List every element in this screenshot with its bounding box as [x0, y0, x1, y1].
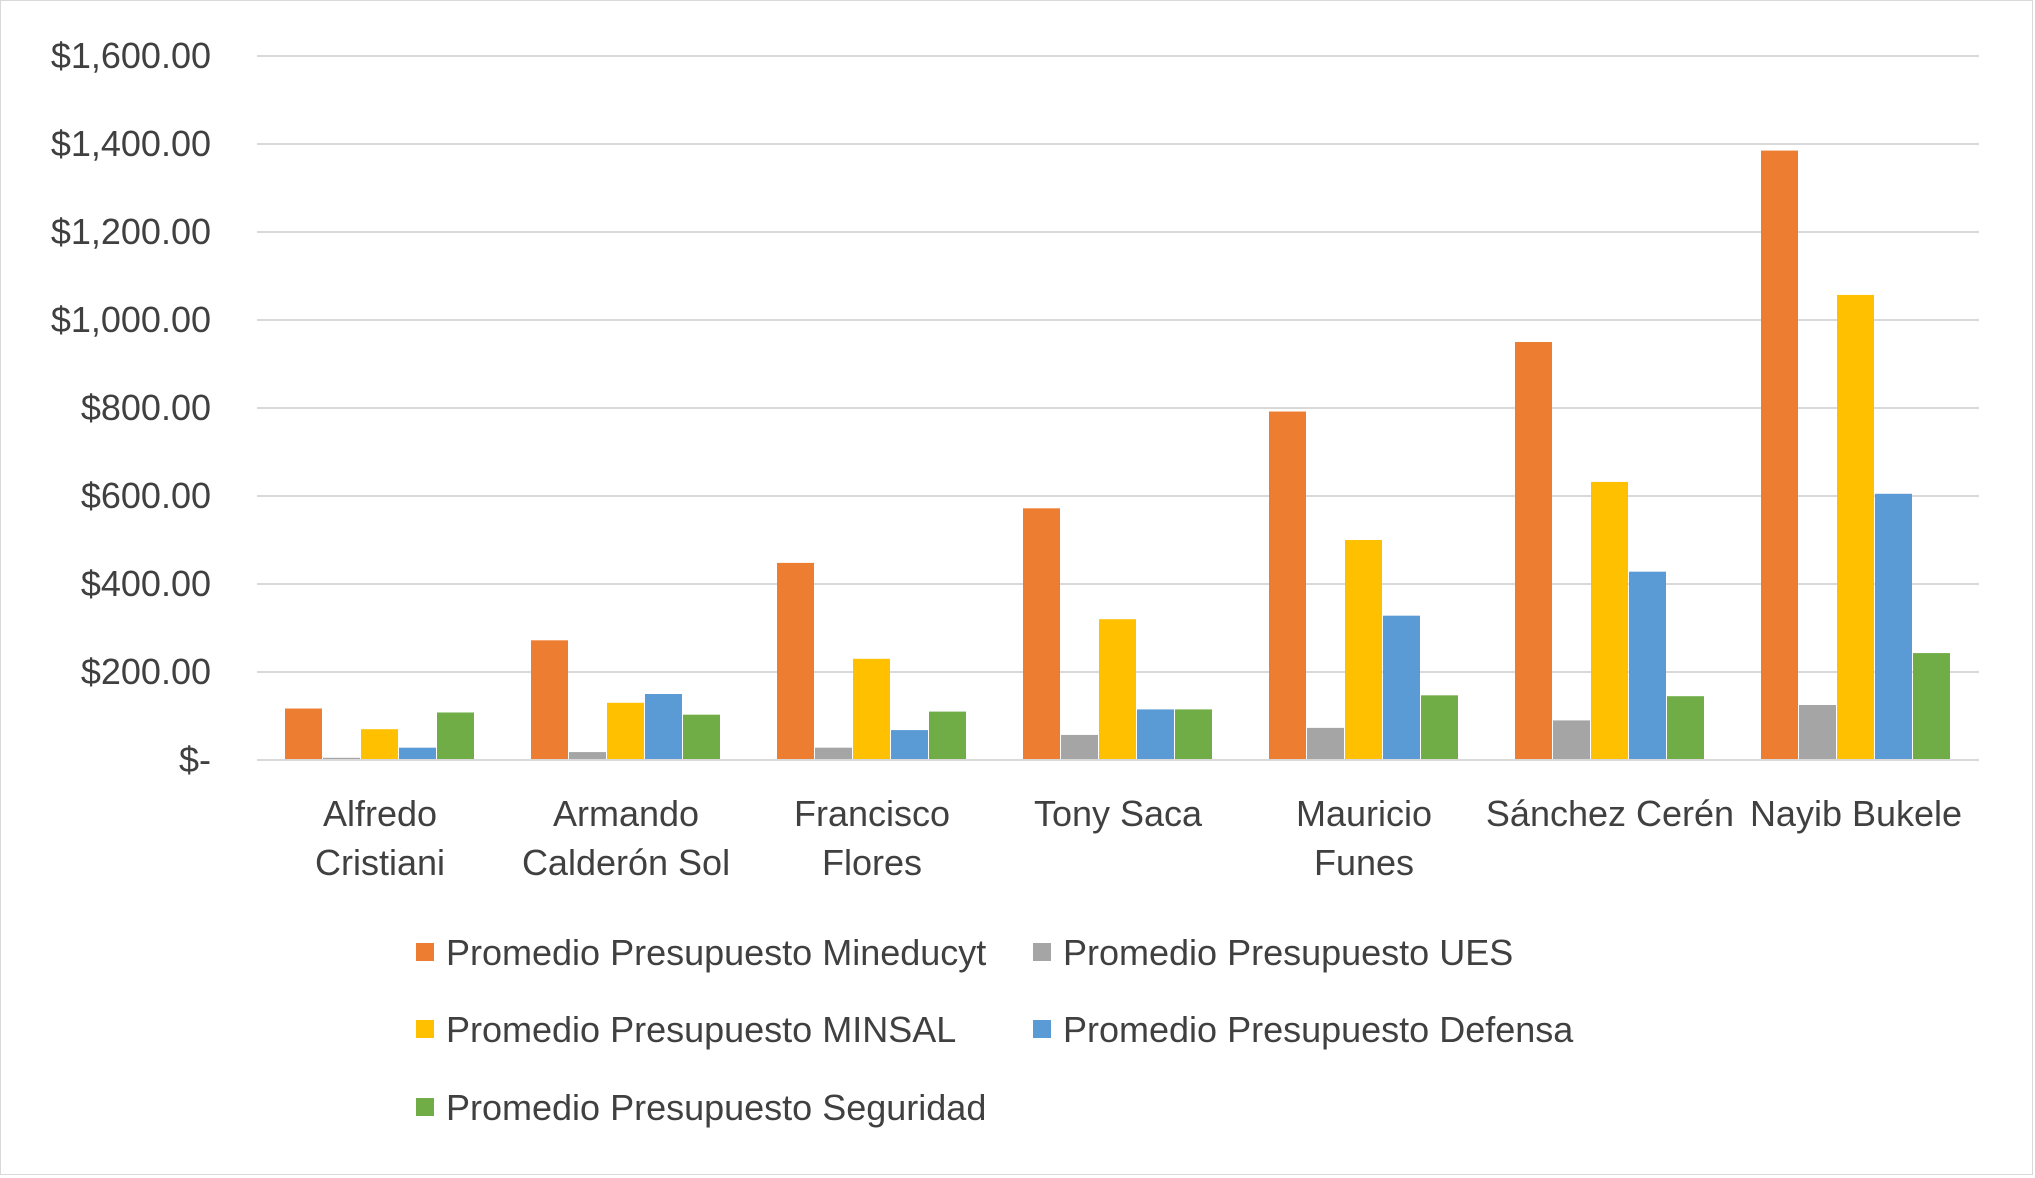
- bar-promedio-presupuesto-defensa-5: [1629, 571, 1666, 760]
- bar-promedio-presupuesto-ues-2: [815, 747, 852, 760]
- bar-promedio-presupuesto-defensa-3: [1137, 709, 1174, 760]
- bar-promedio-presupuesto-mineducyt-6: [1761, 150, 1798, 761]
- category-label: Nayib Bukele: [1750, 793, 1962, 834]
- gridlines: [257, 55, 1979, 673]
- bar-promedio-presupuesto-minsal-2: [853, 658, 890, 760]
- y-tick-label: $400.00: [81, 563, 211, 604]
- bar-promedio-presupuesto-mineducyt-4: [1269, 411, 1306, 760]
- legend: Promedio Presupuesto Mineducyt Promedio P…: [416, 932, 1574, 1128]
- bar-promedio-presupuesto-defensa-0: [399, 747, 436, 760]
- bar-promedio-presupuesto-seguridad-1: [683, 714, 720, 760]
- bar-promedio-presupuesto-ues-3: [1061, 734, 1098, 760]
- category-label-line: Cristiani: [315, 842, 445, 883]
- category-label: Alfredo Cristiani: [315, 793, 445, 883]
- legend-swatch: [1033, 1020, 1051, 1038]
- category-label-line: Tony Saca: [1034, 793, 1203, 834]
- legend-swatch: [416, 1098, 434, 1116]
- bar-promedio-presupuesto-seguridad-4: [1421, 695, 1458, 760]
- bar-promedio-presupuesto-defensa-2: [891, 730, 928, 760]
- bar-promedio-presupuesto-seguridad-5: [1667, 696, 1704, 760]
- category-labels: Alfredo Cristiani Armando Calderón Sol Franc…: [315, 793, 1962, 883]
- category-label: Francisco Flores: [794, 793, 950, 883]
- y-tick-label: $200.00: [81, 651, 211, 692]
- bar-promedio-presupuesto-mineducyt-2: [777, 562, 814, 760]
- y-tick-label: $-: [179, 739, 211, 780]
- legend-swatch: [416, 943, 434, 961]
- category-label-line: Flores: [822, 842, 922, 883]
- bar-promedio-presupuesto-seguridad-2: [929, 711, 966, 760]
- legend-item: Promedio Presupuesto MINSAL: [416, 1009, 956, 1050]
- legend-item: Promedio Presupuesto Seguridad: [416, 1087, 986, 1128]
- bar-promedio-presupuesto-ues-0: [323, 757, 360, 760]
- category-label-line: Nayib Bukele: [1750, 793, 1962, 834]
- legend-label: Promedio Presupuesto Mineducyt: [446, 932, 986, 973]
- category-label: Mauricio Funes: [1296, 793, 1432, 883]
- category-label-line: Funes: [1314, 842, 1414, 883]
- bar-promedio-presupuesto-seguridad-0: [437, 712, 474, 760]
- bar-promedio-presupuesto-minsal-3: [1099, 619, 1136, 760]
- bar-promedio-presupuesto-ues-1: [569, 752, 606, 760]
- legend-label: Promedio Presupuesto UES: [1063, 932, 1513, 973]
- bar-promedio-presupuesto-seguridad-3: [1175, 709, 1212, 760]
- bar-promedio-presupuesto-minsal-4: [1345, 540, 1382, 760]
- category-label: Tony Saca: [1034, 793, 1203, 834]
- legend-swatch: [1033, 943, 1051, 961]
- bars: [285, 150, 1950, 761]
- bar-promedio-presupuesto-mineducyt-1: [531, 640, 568, 760]
- category-label-line: Armando: [553, 793, 699, 834]
- category-label: Armando Calderón Sol: [522, 793, 730, 883]
- bar-promedio-presupuesto-minsal-1: [607, 702, 644, 760]
- y-tick-label: $1,000.00: [51, 299, 211, 340]
- y-tick-label: $1,200.00: [51, 211, 211, 252]
- category-label-line: Mauricio: [1296, 793, 1432, 834]
- bar-promedio-presupuesto-minsal-0: [361, 729, 398, 760]
- bar-promedio-presupuesto-defensa-4: [1383, 615, 1420, 760]
- bar-promedio-presupuesto-defensa-1: [645, 694, 682, 760]
- legend-label: Promedio Presupuesto Defensa: [1063, 1009, 1574, 1050]
- bar-promedio-presupuesto-defensa-6: [1875, 493, 1912, 760]
- legend-item: Promedio Presupuesto Defensa: [1033, 1009, 1574, 1050]
- category-label: Sánchez Cerén: [1486, 793, 1734, 834]
- bar-promedio-presupuesto-seguridad-6: [1913, 653, 1950, 760]
- bar-promedio-presupuesto-minsal-5: [1591, 481, 1628, 760]
- legend-label: Promedio Presupuesto Seguridad: [446, 1087, 986, 1128]
- bar-promedio-presupuesto-ues-4: [1307, 727, 1344, 760]
- legend-swatch: [416, 1020, 434, 1038]
- category-label-line: Sánchez Cerén: [1486, 793, 1734, 834]
- bar-promedio-presupuesto-ues-5: [1553, 720, 1590, 760]
- bar-promedio-presupuesto-mineducyt-3: [1023, 508, 1060, 760]
- y-tick-label: $800.00: [81, 387, 211, 428]
- bar-promedio-presupuesto-mineducyt-0: [285, 708, 322, 760]
- legend-item: Promedio Presupuesto Mineducyt: [416, 932, 986, 973]
- bar-promedio-presupuesto-minsal-6: [1837, 294, 1874, 760]
- bar-promedio-presupuesto-ues-6: [1799, 705, 1836, 760]
- category-label-line: Francisco: [794, 793, 950, 834]
- y-axis-tick-labels: $- $200.00 $400.00 $600.00 $800.00 $1,000.00 $…: [51, 35, 211, 780]
- category-label-line: Calderón Sol: [522, 842, 730, 883]
- y-tick-label: $1,400.00: [51, 123, 211, 164]
- legend-label: Promedio Presupuesto MINSAL: [446, 1009, 956, 1050]
- y-tick-label: $1,600.00: [51, 35, 211, 76]
- bar-promedio-presupuesto-mineducyt-5: [1515, 342, 1552, 760]
- legend-item: Promedio Presupuesto UES: [1033, 932, 1513, 973]
- category-label-line: Alfredo: [323, 793, 437, 834]
- y-tick-label: $600.00: [81, 475, 211, 516]
